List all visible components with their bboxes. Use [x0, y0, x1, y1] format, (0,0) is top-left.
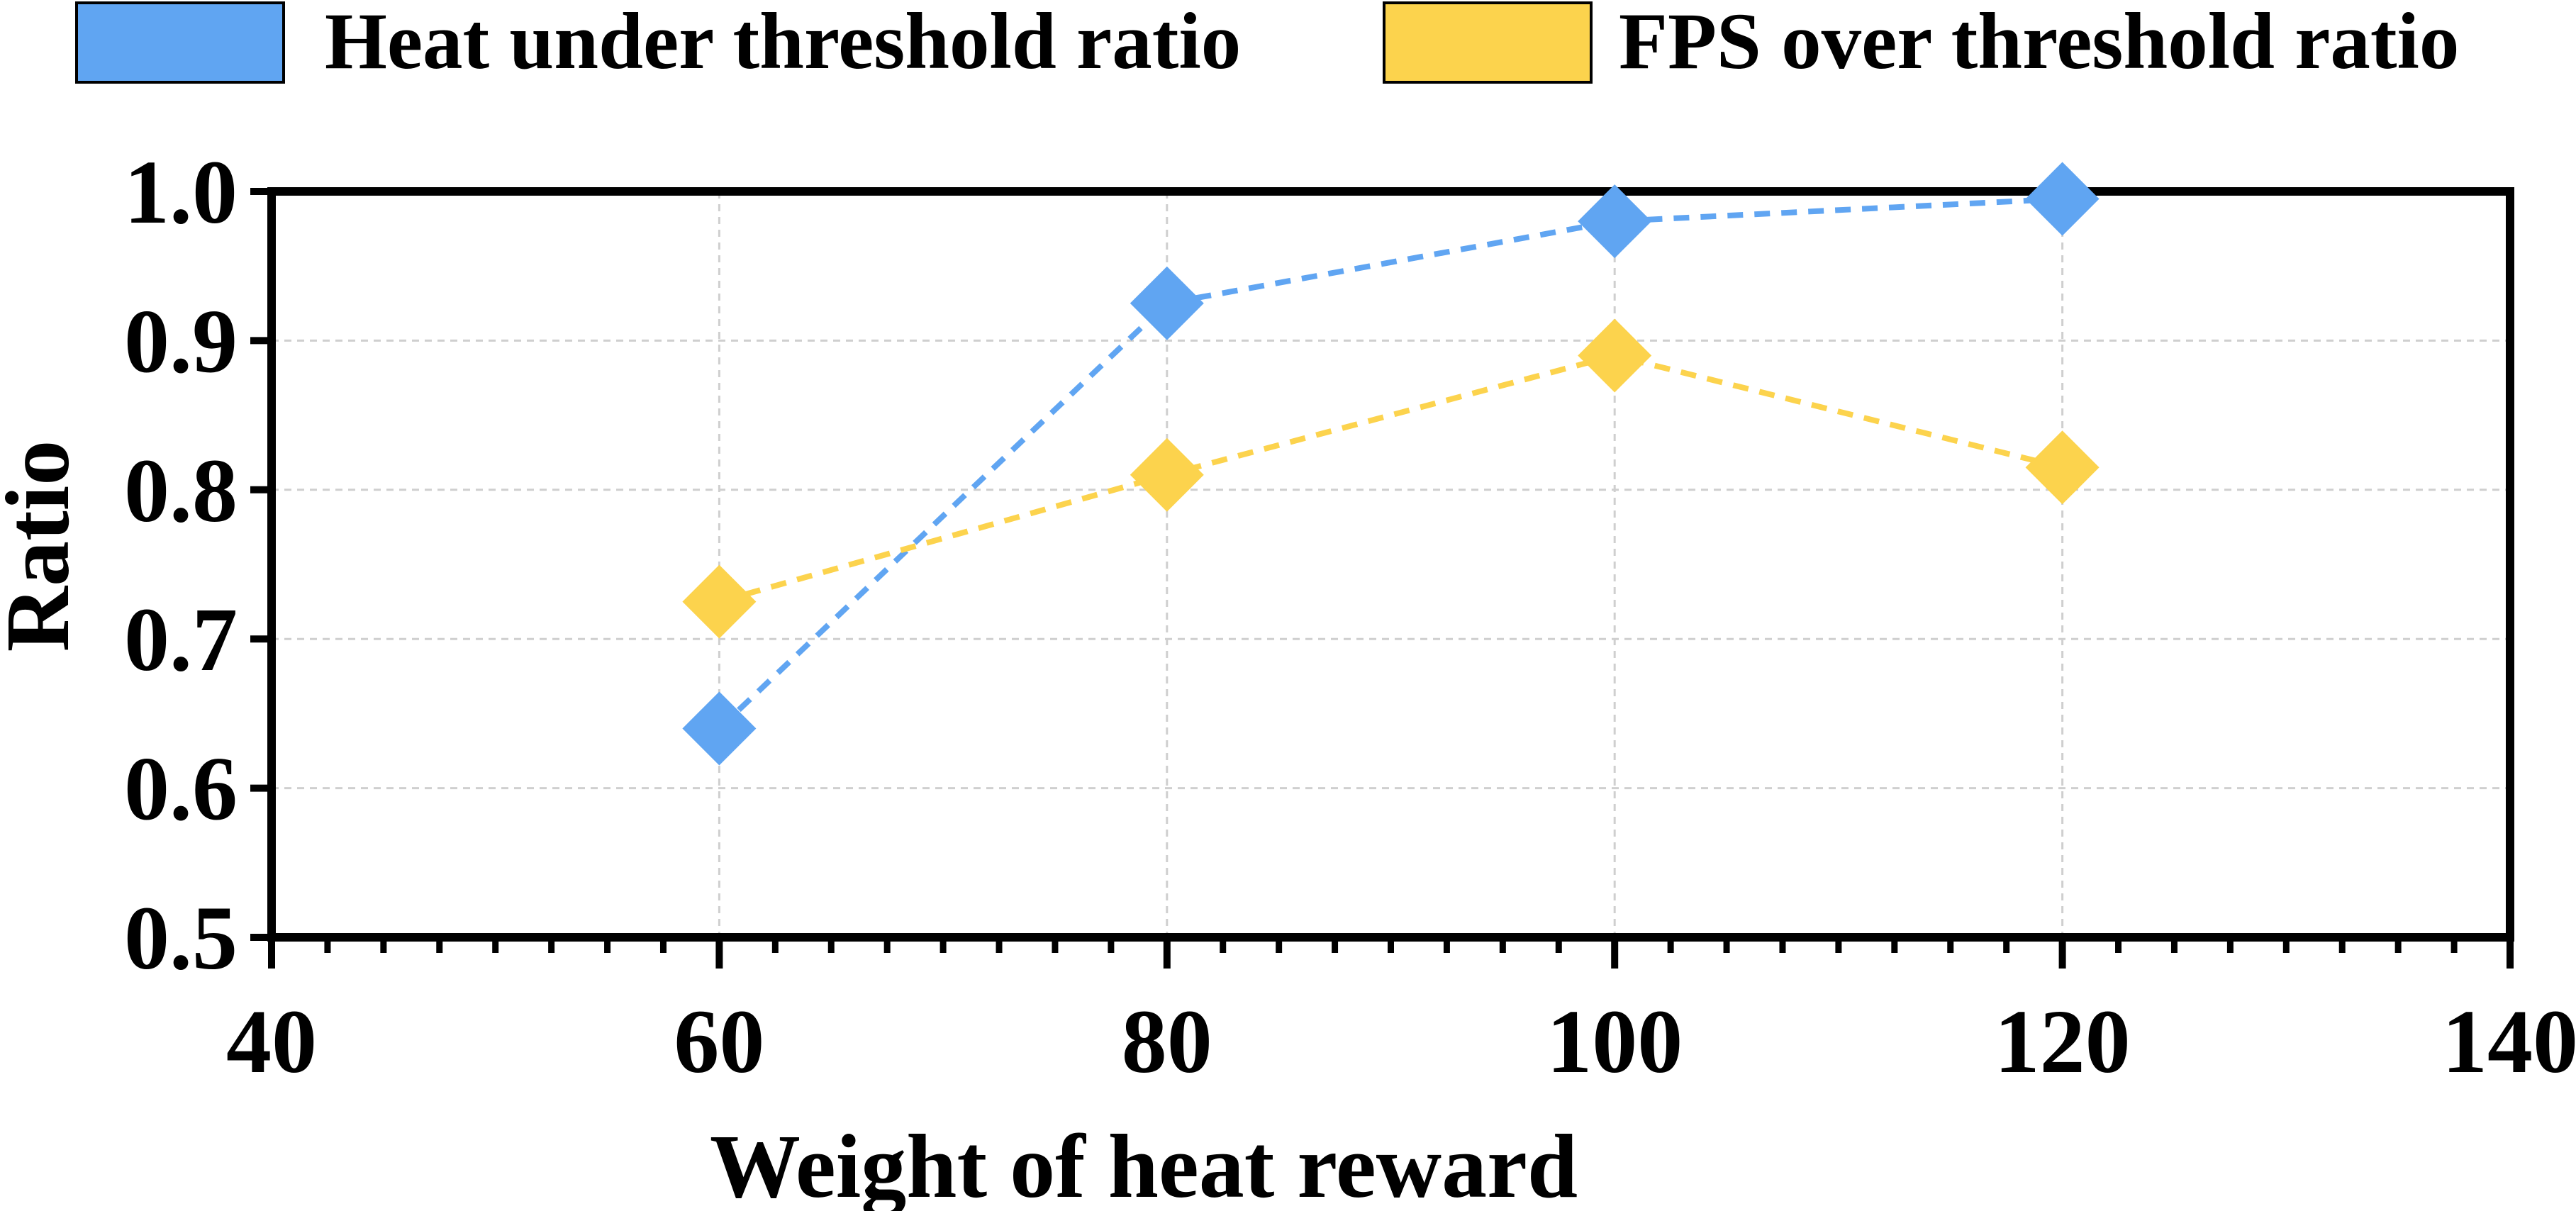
data-point-series-0	[1130, 266, 1204, 340]
series-layer	[682, 162, 2100, 766]
y-tick-labels: 0.5 0.6 0.7 0.8 0.9 1.0	[124, 142, 238, 988]
x-tick-label: 80	[1122, 991, 1212, 1092]
legend-label-heat: Heat under threshold ratio	[325, 0, 1241, 86]
y-tick-label: 0.9	[124, 291, 238, 391]
x-tick-label: 60	[674, 991, 764, 1092]
x-tick-label: 40	[226, 991, 317, 1092]
legend-label-fps: FPS over threshold ratio	[1619, 0, 2459, 86]
data-point-series-0	[682, 691, 757, 766]
legend-item-heat: Heat under threshold ratio	[75, 0, 1241, 86]
legend-item-fps: FPS over threshold ratio	[1383, 0, 2459, 86]
y-tick-label: 0.5	[124, 888, 238, 988]
grid	[272, 191, 2510, 937]
x-tick-label: 120	[1995, 991, 2131, 1092]
x-tick-label: 140	[2442, 991, 2576, 1092]
y-axis-title: Ratio	[0, 440, 88, 652]
series-line-0	[717, 196, 2063, 731]
x-tick-label: 100	[1546, 991, 1683, 1092]
y-tick-label: 0.6	[124, 739, 238, 839]
data-point-series-1	[2025, 430, 2100, 505]
plot-frame	[267, 187, 2514, 942]
y-tick-label: 0.8	[124, 440, 238, 541]
y-tick-label: 1.0	[124, 142, 238, 242]
data-point-series-1	[1130, 437, 1204, 512]
x-tick-labels: 40 60 80 100 120 140	[226, 991, 2576, 1092]
series-line-1	[718, 352, 2063, 605]
data-point-series-0	[1578, 184, 1652, 259]
data-point-series-1	[1578, 318, 1652, 393]
axes	[250, 187, 2514, 969]
data-point-series-1	[682, 564, 757, 639]
legend-swatch-heat	[75, 1, 285, 84]
y-tick-label: 0.7	[124, 589, 238, 690]
data-point-series-0	[2025, 162, 2100, 236]
x-axis-title: Weight of heat reward	[710, 1116, 1578, 1211]
legend: Heat under threshold ratio FPS over thre…	[75, 0, 2459, 86]
legend-swatch-fps	[1383, 1, 1593, 84]
